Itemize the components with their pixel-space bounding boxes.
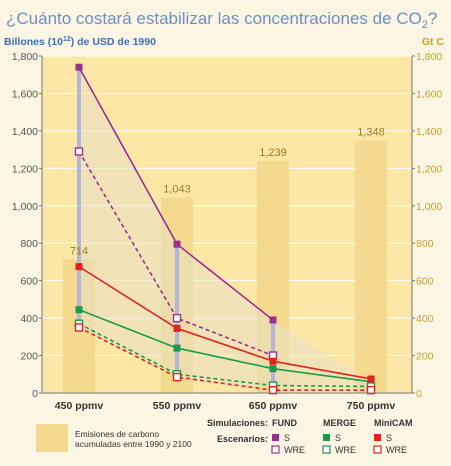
data-point-wre bbox=[74, 147, 84, 156]
legend-wre-swatch bbox=[271, 445, 280, 454]
legend-s-label: S bbox=[386, 433, 392, 443]
plot-area: 714 1,043 1,239 1,348 0 0 200 200 400 400 600 600 80… bbox=[12, 51, 443, 412]
bar-value-label: 1,348 bbox=[357, 127, 385, 139]
y-tick-label-left: 1,600 bbox=[12, 88, 38, 100]
x-tick-label: 750 ppmv bbox=[347, 400, 396, 412]
range-bar bbox=[175, 244, 179, 378]
data-point-s bbox=[75, 306, 83, 314]
y-tick-label-right: 1,600 bbox=[416, 88, 442, 100]
y-tick-label-right: 1,400 bbox=[416, 126, 442, 138]
legend-s-swatch bbox=[323, 434, 330, 441]
y-tick-label-right: 800 bbox=[416, 238, 434, 250]
legend-s-label: S bbox=[335, 433, 341, 443]
y-tick-label-left: 800 bbox=[20, 238, 38, 250]
legend-simulaciones-label: Simulaciones: bbox=[207, 418, 268, 428]
y-tick-label-right: 1,000 bbox=[416, 201, 442, 213]
x-tick-label: 450 ppmv bbox=[55, 400, 104, 412]
data-point-s bbox=[75, 63, 83, 71]
legend-model-name: FUND bbox=[272, 418, 297, 428]
y-tick-label-left: 600 bbox=[20, 276, 38, 288]
data-point-s bbox=[173, 344, 181, 352]
data-point-s bbox=[173, 240, 181, 248]
y-tick-label-left: 1,200 bbox=[12, 163, 38, 175]
range-area bbox=[79, 67, 371, 391]
series-line bbox=[78, 265, 372, 380]
legend-wre-label: WRE bbox=[335, 445, 356, 455]
y-tick-label-left: 400 bbox=[20, 313, 38, 325]
legend-wre-label: WRE bbox=[386, 445, 407, 455]
legend-s-swatch bbox=[374, 434, 381, 441]
data-point-s bbox=[269, 357, 277, 365]
data-point-wre bbox=[366, 385, 376, 395]
legend-bar-swatch bbox=[36, 424, 68, 452]
series-line bbox=[78, 151, 274, 357]
series-line bbox=[78, 308, 372, 383]
data-point-s bbox=[173, 324, 181, 332]
emission-bar bbox=[355, 140, 387, 393]
legend-model-name: MERGE bbox=[323, 418, 356, 428]
y-tick-label-left: 1,400 bbox=[12, 126, 38, 138]
legend-model-name: MiniCAM bbox=[374, 418, 413, 428]
legend-bar-text: Emisiones de carbono bbox=[75, 429, 159, 439]
y-axis-right-label: Gt C bbox=[422, 36, 445, 48]
chart-title: ¿Cuánto costará estabilizar las concentr… bbox=[6, 9, 437, 31]
series-line bbox=[78, 326, 371, 391]
data-point-s bbox=[367, 375, 375, 383]
data-point-s bbox=[75, 263, 83, 271]
data-point-wre bbox=[172, 372, 182, 382]
bar-value-label: 1,239 bbox=[259, 147, 287, 159]
y-tick-label-right: 200 bbox=[416, 351, 434, 363]
range-bar bbox=[77, 67, 81, 328]
legend-bar-text: acumuladas entre 1990 y 2100 bbox=[75, 439, 192, 449]
y-axis-left-label: Billones (1012) de USD de 1990 bbox=[4, 36, 156, 48]
y-tick-label-right: 0 bbox=[416, 388, 422, 400]
data-point-s bbox=[269, 365, 277, 373]
y-tick-label-right: 1,800 bbox=[416, 51, 442, 63]
data-point-wre bbox=[172, 313, 182, 323]
y-tick-label-right: 600 bbox=[416, 276, 434, 288]
y-tick-label-left: 1,000 bbox=[12, 201, 38, 213]
y-tick-label-left: 1,800 bbox=[12, 51, 38, 63]
legend-s-swatch bbox=[272, 434, 279, 441]
y-tick-label-right: 400 bbox=[416, 313, 434, 325]
bar-value-label: 714 bbox=[70, 245, 88, 257]
legend-s-label: S bbox=[284, 433, 290, 443]
legend-wre-label: WRE bbox=[284, 445, 305, 455]
legend-escenarios-label: Escenarios: bbox=[217, 434, 268, 444]
data-point-wre bbox=[74, 323, 84, 332]
y-tick-label-right: 1,200 bbox=[416, 163, 442, 175]
y-tick-label-left: 0 bbox=[32, 388, 38, 400]
x-tick-label: 550 ppmv bbox=[153, 400, 202, 412]
bar-value-label: 1,043 bbox=[163, 184, 191, 196]
legend-wre-swatch bbox=[373, 445, 382, 454]
data-point-s bbox=[269, 316, 277, 324]
legend-wre-swatch bbox=[322, 445, 331, 454]
y-tick-label-left: 200 bbox=[20, 351, 38, 363]
data-point-wre bbox=[268, 385, 278, 395]
series-line bbox=[78, 323, 372, 388]
x-tick-label: 650 ppmv bbox=[249, 400, 298, 412]
